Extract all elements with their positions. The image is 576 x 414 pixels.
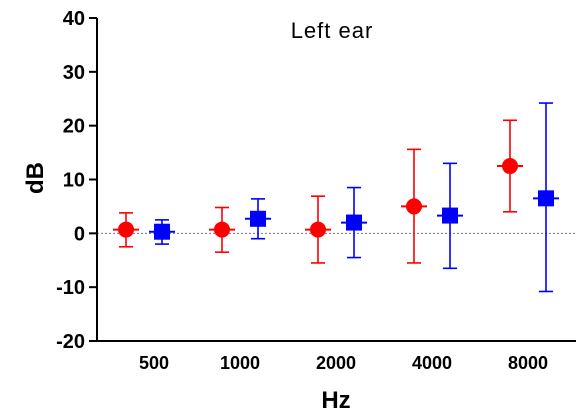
data-point-circle (214, 221, 230, 238)
chart-title: Left ear (291, 18, 374, 43)
data-point-square (346, 214, 362, 231)
data-point-circle (502, 158, 518, 175)
series-circles (113, 119, 523, 264)
data-point-circle (406, 198, 422, 215)
data-point-square (154, 223, 170, 240)
data-point-circle (118, 221, 134, 238)
x-axis-tick-labels: 500 1000 2000 4000 8000 (139, 353, 548, 373)
data-point-square (442, 207, 458, 224)
y-tick-label: 20 (63, 116, 85, 138)
series-layer (113, 102, 559, 293)
y-tick-label: -10 (56, 277, 85, 299)
x-tick-label: 2000 (316, 353, 356, 373)
data-point-square (538, 190, 554, 207)
y-axis-ticks (89, 17, 97, 342)
series-squares (149, 102, 559, 293)
data-point-square (250, 210, 266, 227)
y-axis-tick-labels: 40 30 20 10 0 -10 -20 (56, 8, 85, 353)
x-tick-label: 500 (139, 353, 169, 373)
x-tick-label: 1000 (220, 353, 260, 373)
y-tick-label: 30 (63, 62, 85, 84)
x-tick-label: 8000 (508, 353, 548, 373)
x-tick-label: 4000 (412, 353, 452, 373)
y-tick-label: 10 (63, 170, 85, 192)
y-tick-label: 40 (63, 8, 85, 30)
y-tick-label: 0 (74, 223, 85, 245)
data-point-circle (310, 221, 326, 238)
x-axis-title: Hz (321, 387, 350, 414)
y-tick-label: -20 (56, 331, 85, 353)
y-axis-title: dB (22, 162, 49, 194)
